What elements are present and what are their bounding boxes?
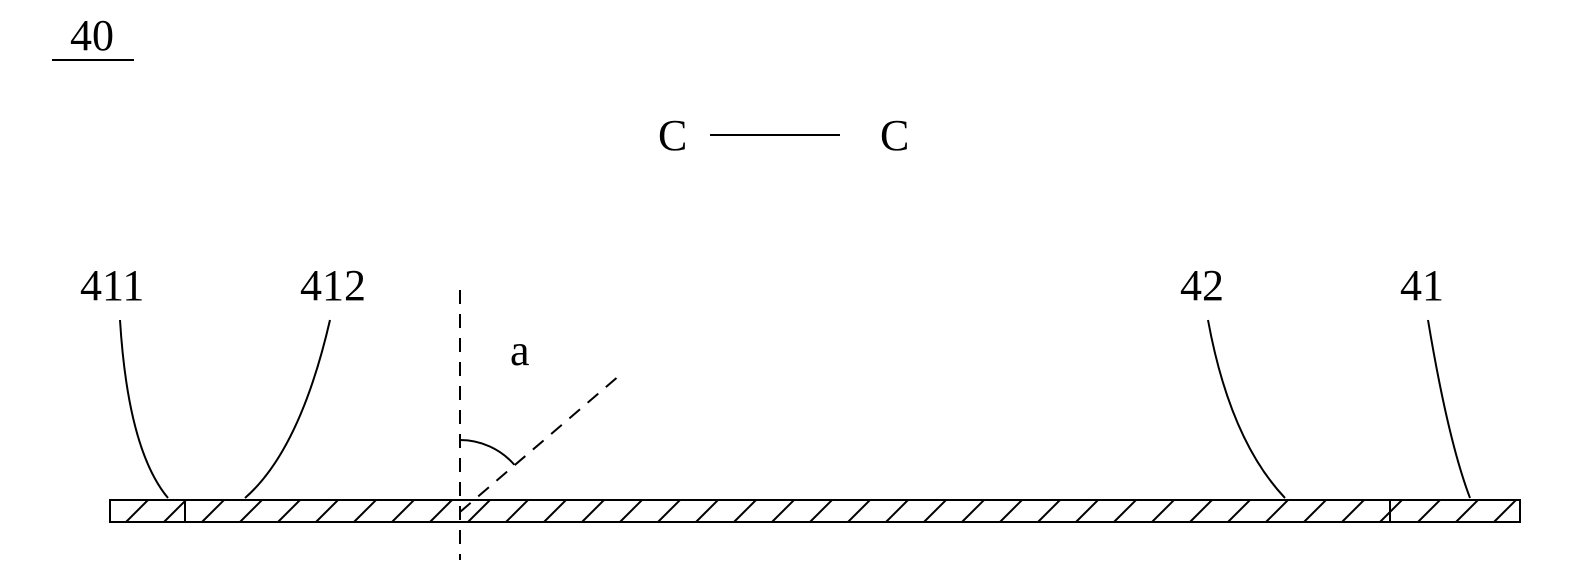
leader-41 <box>1428 320 1470 498</box>
svg-text:412: 412 <box>300 261 366 310</box>
svg-text:C: C <box>658 111 687 160</box>
callout-42: 42 <box>1180 261 1285 498</box>
leader-411 <box>120 320 168 498</box>
figure-number: 40 <box>52 11 134 60</box>
section-label: CC <box>658 111 909 160</box>
callout-412: 412 <box>245 261 366 498</box>
callout-411: 411 <box>80 261 168 498</box>
angle-arc <box>460 440 514 465</box>
leader-412 <box>245 320 330 498</box>
svg-text:40: 40 <box>70 11 114 60</box>
svg-text:a: a <box>510 326 530 375</box>
angle-indicator: a <box>460 290 620 560</box>
cross-section-bar <box>88 500 1554 522</box>
svg-text:411: 411 <box>80 261 144 310</box>
leader-42 <box>1208 320 1285 498</box>
svg-text:C: C <box>880 111 909 160</box>
svg-text:41: 41 <box>1400 261 1444 310</box>
svg-text:42: 42 <box>1180 261 1224 310</box>
callout-41: 41 <box>1400 261 1470 498</box>
bar-hatch <box>88 500 1554 522</box>
